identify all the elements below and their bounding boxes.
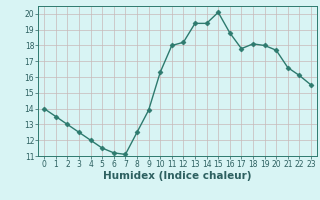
X-axis label: Humidex (Indice chaleur): Humidex (Indice chaleur) <box>103 171 252 181</box>
